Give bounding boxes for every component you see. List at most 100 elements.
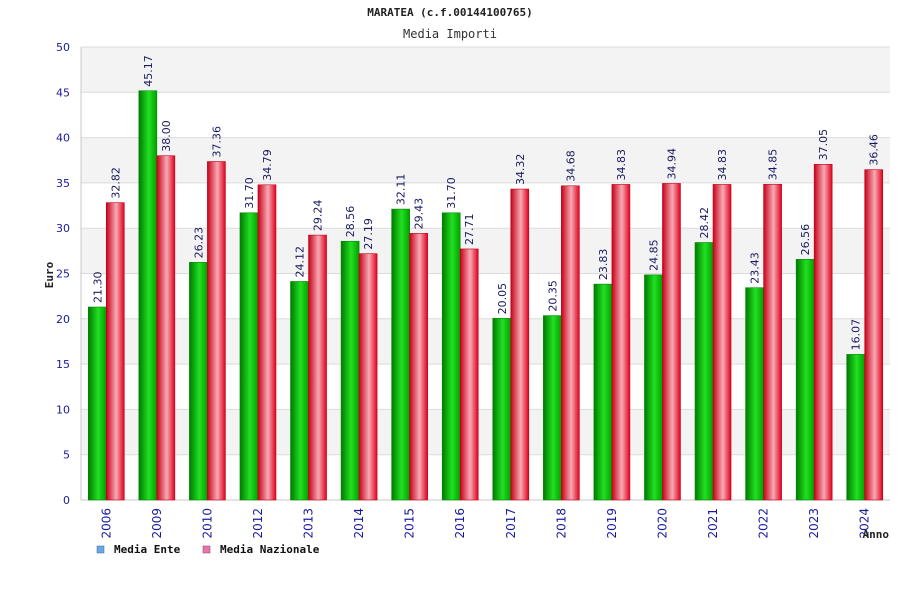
legend: Media Ente Media Nazionale bbox=[96, 543, 320, 556]
bar-media-nazionale-2021 bbox=[712, 184, 732, 501]
y-axis-label: Euro bbox=[43, 261, 56, 288]
y-tick-label: 45 bbox=[56, 86, 70, 99]
data-label: 34.83 bbox=[716, 149, 729, 181]
x-tick-label: 2019 bbox=[605, 508, 619, 539]
bar-media-ente-2018 bbox=[543, 315, 562, 501]
bar-media-ente-2006 bbox=[87, 306, 107, 501]
x-tick-label: 2021 bbox=[706, 508, 720, 539]
bar-media-ente-2016 bbox=[441, 212, 461, 501]
data-label: 32.82 bbox=[109, 167, 122, 199]
bar-media-ente-2022 bbox=[745, 287, 764, 501]
bar-media-ente-2023 bbox=[795, 259, 815, 501]
plot-band bbox=[81, 47, 890, 93]
bar-media-ente-2020 bbox=[644, 274, 663, 501]
data-label: 28.56 bbox=[344, 206, 357, 238]
x-tick-label: 2010 bbox=[200, 508, 214, 539]
bar-media-nazionale-2016 bbox=[459, 248, 479, 501]
bar-media-ente-2010 bbox=[189, 262, 208, 501]
data-label: 29.43 bbox=[413, 198, 426, 230]
legend-label-media-ente: Media Ente bbox=[114, 543, 181, 556]
bar-media-nazionale-2017 bbox=[510, 188, 530, 501]
data-label: 36.46 bbox=[868, 134, 881, 166]
x-tick-label: 2015 bbox=[403, 508, 417, 539]
data-label: 21.30 bbox=[91, 272, 104, 304]
x-tick-label: 2006 bbox=[99, 508, 113, 539]
data-label: 20.05 bbox=[496, 283, 509, 315]
x-tick-label: 2023 bbox=[807, 508, 821, 539]
bar-media-nazionale-2012 bbox=[257, 184, 277, 501]
data-label: 45.17 bbox=[142, 55, 155, 87]
data-label: 34.79 bbox=[261, 149, 274, 181]
data-label: 34.32 bbox=[514, 154, 527, 186]
chart-subtitle: Media Importi bbox=[403, 27, 497, 41]
bar-media-nazionale-2018 bbox=[561, 185, 580, 501]
data-label: 27.71 bbox=[463, 213, 476, 245]
bar-media-nazionale-2014 bbox=[358, 253, 378, 501]
bar-media-nazionale-2009 bbox=[156, 155, 176, 501]
data-label: 16.07 bbox=[850, 319, 863, 351]
bar-media-nazionale-2024 bbox=[864, 169, 884, 501]
bar-media-ente-2012 bbox=[239, 212, 259, 501]
data-labels: 21.30 32.82 45.17 38.00 26.23 37.36 31.70 34.79… bbox=[91, 55, 880, 350]
data-label: 34.83 bbox=[615, 149, 628, 181]
bar-media-nazionale-2015 bbox=[409, 233, 428, 501]
y-tick-label: 40 bbox=[56, 132, 70, 145]
x-tick-label: 2017 bbox=[504, 508, 518, 539]
bar-media-ente-2017 bbox=[492, 318, 512, 501]
data-label: 38.00 bbox=[160, 120, 173, 152]
bars bbox=[87, 90, 884, 501]
data-label: 20.35 bbox=[546, 280, 559, 312]
x-tick-label: 2018 bbox=[554, 508, 568, 539]
bar-media-nazionale-2023 bbox=[813, 164, 833, 501]
data-label: 28.42 bbox=[698, 207, 711, 239]
bar-media-ente-2009 bbox=[138, 90, 158, 501]
data-label: 34.85 bbox=[767, 149, 780, 181]
bar-media-ente-2015 bbox=[391, 208, 410, 501]
data-label: 37.36 bbox=[210, 126, 223, 158]
x-tick-label: 2009 bbox=[150, 508, 164, 539]
data-label: 24.85 bbox=[647, 239, 660, 271]
x-axis: 2006 2009 2010 2012 2013 2014 2015 2016 2017 2018… bbox=[99, 508, 871, 539]
y-tick-label: 25 bbox=[56, 268, 70, 281]
data-label: 34.68 bbox=[564, 150, 577, 182]
data-label: 23.43 bbox=[749, 252, 762, 284]
y-tick-label: 5 bbox=[63, 449, 70, 462]
bar-media-ente-2014 bbox=[340, 240, 360, 501]
y-tick-label: 15 bbox=[56, 358, 70, 371]
legend-swatch-media-nazionale bbox=[202, 545, 211, 554]
data-label: 32.11 bbox=[395, 174, 408, 206]
data-label: 37.05 bbox=[817, 129, 830, 161]
y-tick-label: 50 bbox=[56, 41, 70, 54]
data-label: 26.23 bbox=[192, 227, 205, 259]
x-tick-label: 2014 bbox=[352, 508, 366, 539]
data-label: 26.56 bbox=[799, 224, 812, 256]
x-axis-label: Anno bbox=[863, 528, 890, 541]
bar-media-ente-2019 bbox=[593, 283, 613, 501]
bar-media-nazionale-2019 bbox=[611, 184, 631, 501]
plot-band bbox=[81, 92, 890, 138]
bar-media-nazionale-2006 bbox=[105, 202, 125, 501]
y-tick-label: 0 bbox=[63, 494, 70, 507]
data-label: 27.19 bbox=[362, 218, 375, 250]
x-tick-label: 2022 bbox=[757, 508, 771, 539]
bar-media-nazionale-2020 bbox=[662, 183, 681, 501]
y-tick-label: 35 bbox=[56, 177, 70, 190]
y-tick-label: 20 bbox=[56, 313, 70, 326]
x-tick-label: 2024 bbox=[858, 508, 872, 539]
data-label: 34.94 bbox=[665, 148, 678, 180]
data-label: 23.83 bbox=[597, 249, 610, 281]
y-axis: 0 5 10 15 20 25 30 35 40 45 50 bbox=[56, 41, 70, 507]
x-tick-label: 2020 bbox=[655, 508, 669, 539]
data-label: 24.12 bbox=[294, 246, 307, 278]
x-tick-label: 2016 bbox=[453, 508, 467, 539]
bar-media-ente-2013 bbox=[290, 281, 309, 501]
y-tick-label: 10 bbox=[56, 403, 70, 416]
data-label: 31.70 bbox=[243, 177, 256, 209]
bar-media-nazionale-2010 bbox=[207, 161, 226, 501]
bar-media-nazionale-2022 bbox=[763, 183, 782, 501]
y-tick-label: 30 bbox=[56, 222, 70, 235]
data-label: 31.70 bbox=[445, 177, 458, 209]
legend-swatch-media-ente bbox=[96, 545, 105, 554]
